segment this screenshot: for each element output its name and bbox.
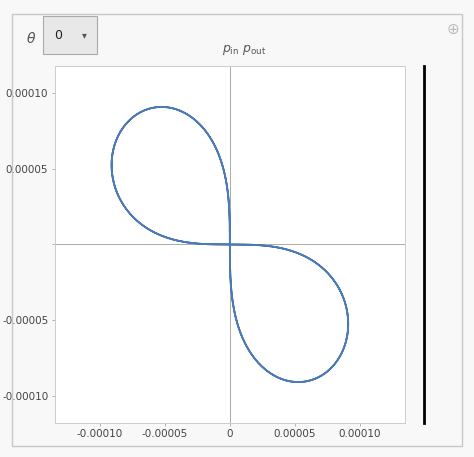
Text: ▾: ▾ — [82, 30, 86, 40]
FancyBboxPatch shape — [43, 16, 97, 54]
Text: $p_{\rm in}\ p_{\rm out}$: $p_{\rm in}\ p_{\rm out}$ — [222, 43, 266, 58]
Text: $\theta$: $\theta$ — [26, 31, 36, 46]
Text: 0: 0 — [55, 29, 63, 42]
Text: ⊕: ⊕ — [447, 22, 459, 37]
